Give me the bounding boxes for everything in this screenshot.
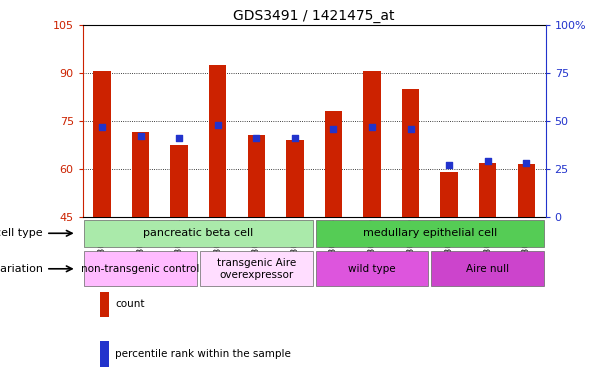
Point [135,133,145,139]
Point [251,135,261,141]
Text: count: count [115,300,145,310]
Bar [85,220,313,247]
Bar [432,251,544,286]
Bar [85,251,197,286]
Bar [132,132,150,217]
Point [290,135,300,141]
Bar [170,145,188,217]
Text: cell type: cell type [0,228,43,238]
Point [367,124,377,130]
Bar [325,111,342,217]
Bar [200,251,313,286]
Point [522,160,531,166]
Point [444,162,454,168]
Point [483,158,493,164]
Point [406,126,416,132]
Bar [93,71,111,217]
Text: transgenic Aire
overexpressor: transgenic Aire overexpressor [216,258,296,280]
Bar [99,292,110,317]
Text: wild type: wild type [348,264,396,274]
Bar [441,172,458,217]
Text: percentile rank within the sample: percentile rank within the sample [115,349,291,359]
Bar [286,140,303,217]
Text: genotype/variation: genotype/variation [0,264,43,274]
Bar [99,341,110,367]
Bar [248,136,265,217]
Bar [364,71,381,217]
Title: GDS3491 / 1421475_at: GDS3491 / 1421475_at [234,8,395,23]
Text: medullary epithelial cell: medullary epithelial cell [363,228,497,238]
Text: Aire null: Aire null [466,264,509,274]
Bar [479,162,497,217]
Bar [517,164,535,217]
Point [213,122,223,128]
Text: pancreatic beta cell: pancreatic beta cell [143,228,254,238]
Text: non-transgenic control: non-transgenic control [82,264,200,274]
Point [97,124,107,130]
Bar [316,220,544,247]
Point [174,135,184,141]
Bar [402,89,419,217]
Bar [316,251,428,286]
Bar [209,65,226,217]
Point [329,126,338,132]
